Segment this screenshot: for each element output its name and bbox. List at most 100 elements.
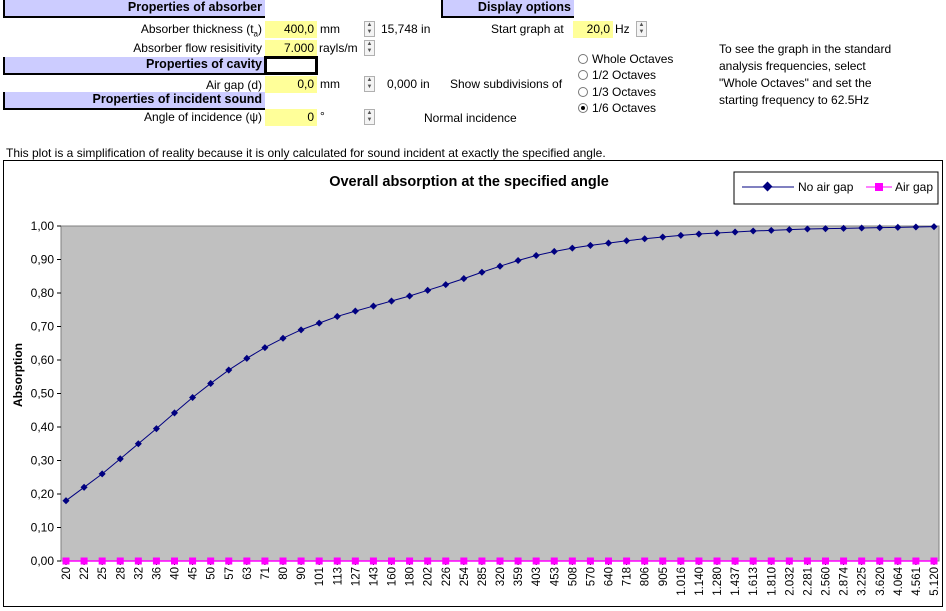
start-graph-unit: Hz	[615, 22, 630, 36]
x-tick-label: 226	[441, 567, 453, 586]
x-tick-label: 28	[115, 567, 127, 580]
x-tick-label: 806	[640, 567, 652, 586]
point-no-air-gap	[604, 239, 613, 247]
thickness-spinner[interactable]: ▲ ▼	[364, 21, 375, 37]
x-tick-label: 320	[495, 567, 507, 586]
x-tick-label: 1.810	[766, 567, 778, 596]
point-air-gap	[406, 557, 414, 565]
x-tick-label: 113	[332, 567, 344, 585]
y-tick-label: 0,30	[31, 454, 55, 468]
point-no-air-gap	[550, 247, 558, 255]
point-air-gap	[930, 557, 938, 565]
x-tick-label: 570	[585, 567, 597, 586]
legend-marker-no-gap	[762, 181, 773, 192]
chart-area[interactable]: Overall absorption at the specified angl…	[3, 160, 943, 607]
point-air-gap	[659, 557, 667, 565]
airgap-inches: 0,000 in	[387, 77, 430, 91]
point-no-air-gap	[116, 455, 124, 463]
angle-spinner[interactable]: ▲ ▼	[364, 109, 375, 125]
resistivity-label: Absorber flow resisitivity	[133, 41, 262, 55]
angle-input[interactable]: 0	[265, 109, 317, 126]
chart-title: Overall absorption at the specified angl…	[329, 174, 609, 190]
airgap-input[interactable]: 0,0	[265, 76, 317, 93]
x-tick-label: 1.140	[694, 567, 706, 596]
x-tick-label: 45	[188, 567, 200, 580]
x-tick-label: 2.560	[821, 567, 833, 596]
point-air-gap	[98, 557, 106, 565]
point-air-gap	[351, 557, 359, 565]
chart-legend: No air gap Air gap	[733, 171, 939, 205]
x-tick-label: 285	[477, 567, 489, 586]
point-air-gap	[803, 557, 811, 565]
x-tick-label: 22	[79, 567, 91, 580]
point-air-gap	[894, 557, 902, 565]
point-no-air-gap	[207, 379, 215, 387]
start-graph-input[interactable]: 20,0	[573, 21, 613, 38]
absorption-chart: Overall absorption at the specified angl…	[11, 171, 941, 596]
point-no-air-gap	[821, 225, 830, 233]
point-air-gap	[333, 557, 341, 565]
legend-marker-air-gap	[875, 183, 883, 191]
point-air-gap	[749, 557, 757, 565]
start-graph-spinner[interactable]: ▲ ▼	[636, 21, 647, 37]
point-air-gap	[315, 557, 323, 565]
radio-sixth-octaves[interactable]: 1/6 Octaves	[578, 101, 688, 116]
point-air-gap	[460, 557, 468, 565]
point-air-gap	[442, 557, 450, 565]
radio-third-octaves[interactable]: 1/3 Octaves	[578, 85, 688, 100]
point-no-air-gap	[62, 497, 70, 505]
radio-half-octaves[interactable]: 1/2 Octaves	[578, 68, 688, 83]
point-air-gap	[785, 557, 793, 565]
point-air-gap	[695, 557, 703, 565]
point-no-air-gap	[80, 483, 88, 491]
airgap-spinner[interactable]: ▲ ▼	[364, 76, 375, 92]
point-air-gap	[496, 557, 504, 565]
y-axis-label: Absorption	[11, 343, 25, 407]
point-no-air-gap	[98, 470, 106, 478]
display-section-header: Display options	[441, 0, 574, 18]
angle-unit: °	[320, 109, 325, 123]
point-no-air-gap	[568, 244, 576, 252]
x-tick-label: 57	[224, 567, 236, 580]
y-tick-label: 0,60	[31, 353, 55, 367]
point-no-air-gap	[749, 227, 757, 235]
x-tick-label: 71	[260, 567, 272, 580]
point-air-gap	[134, 557, 142, 565]
resistivity-input[interactable]: 7.000	[265, 40, 317, 57]
y-tick-label: 0,80	[31, 286, 55, 300]
point-air-gap	[605, 557, 612, 565]
x-tick-label: 4.064	[893, 566, 905, 595]
point-no-air-gap	[387, 297, 396, 305]
point-air-gap	[152, 557, 160, 565]
hint-line: starting frequency to 62.5Hz	[719, 93, 870, 107]
thickness-unit: mm	[320, 22, 340, 36]
thickness-input[interactable]: 400,0	[265, 21, 317, 38]
point-air-gap	[731, 557, 739, 565]
point-no-air-gap	[785, 226, 793, 234]
point-air-gap	[207, 557, 215, 565]
point-air-gap	[550, 557, 558, 565]
y-tick-label: 0,70	[31, 320, 55, 334]
point-no-air-gap	[930, 223, 938, 231]
x-tick-label: 640	[604, 567, 616, 586]
point-air-gap	[586, 557, 594, 565]
resistivity-unit: rayls/m	[319, 41, 358, 55]
point-no-air-gap	[731, 228, 739, 236]
selected-cell[interactable]	[264, 56, 318, 75]
x-tick-label: 36	[151, 567, 163, 580]
cavity-section-header: Properties of cavity	[3, 57, 265, 75]
point-no-air-gap	[858, 224, 866, 232]
point-air-gap	[641, 557, 649, 565]
y-tick-label: 0,10	[31, 521, 55, 535]
x-tick-label: 718	[622, 567, 634, 586]
x-tick-label: 3.225	[857, 567, 869, 596]
point-no-air-gap	[659, 233, 667, 241]
resistivity-spinner[interactable]: ▲ ▼	[364, 40, 375, 56]
x-tick-label: 1.613	[748, 567, 760, 596]
radio-whole-octaves[interactable]: Whole Octaves	[578, 52, 688, 67]
point-no-air-gap	[532, 251, 540, 260]
point-no-air-gap	[478, 268, 486, 276]
point-air-gap	[623, 557, 631, 565]
x-tick-label: 40	[170, 567, 182, 580]
point-air-gap	[297, 557, 305, 565]
